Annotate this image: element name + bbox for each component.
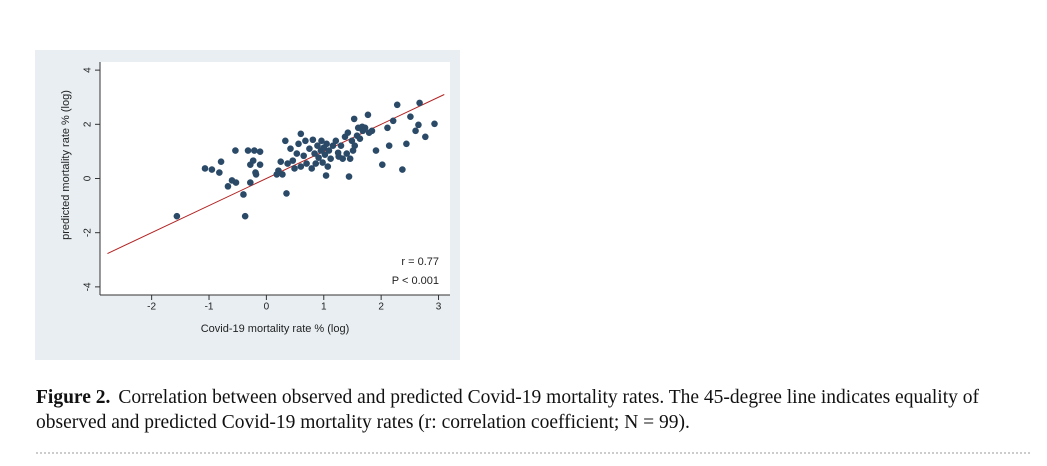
point — [283, 190, 290, 197]
point — [346, 155, 354, 163]
point — [217, 158, 225, 166]
point — [279, 171, 286, 178]
point — [311, 150, 318, 157]
point — [247, 179, 254, 186]
x-tick-label: 2 — [378, 302, 384, 313]
point — [232, 179, 240, 186]
point — [256, 148, 264, 155]
point — [356, 135, 364, 142]
point — [345, 173, 353, 180]
point — [422, 133, 429, 141]
point — [372, 147, 380, 154]
chart: Covid-19 mortality rate % (log) predicte… — [35, 50, 460, 360]
point — [389, 117, 397, 125]
point — [344, 129, 352, 137]
point — [208, 166, 216, 173]
y-tick-label: -4 — [83, 282, 94, 291]
x-tick-label: 0 — [264, 302, 270, 313]
y-tick-label: -2 — [83, 228, 94, 237]
point — [306, 145, 313, 152]
point — [291, 165, 298, 172]
x-tick-label: -1 — [205, 302, 214, 313]
point — [300, 152, 307, 160]
point — [297, 163, 305, 170]
point — [368, 127, 376, 135]
point — [321, 151, 329, 158]
plot-area — [100, 62, 450, 295]
point — [216, 169, 223, 176]
annotation: P < 0.001 — [392, 275, 439, 287]
point — [332, 137, 340, 145]
point — [378, 161, 386, 168]
separator — [36, 452, 1030, 454]
point — [327, 155, 334, 163]
point — [312, 160, 320, 167]
caption-text: Correlation between observed and predict… — [36, 387, 979, 433]
point — [412, 127, 419, 135]
point — [322, 172, 330, 179]
point — [309, 136, 317, 144]
point — [339, 155, 347, 163]
point — [303, 160, 310, 167]
point — [319, 159, 326, 166]
point — [431, 120, 438, 128]
y-tick-label: 2 — [83, 121, 94, 127]
caption-label: Figure 2. — [36, 387, 111, 408]
point — [399, 166, 406, 173]
x-axis-label: Covid-19 mortality rate % (log) — [201, 323, 350, 335]
point — [350, 115, 358, 123]
point — [349, 147, 357, 154]
point — [403, 140, 410, 148]
y-tick-label: 4 — [83, 67, 94, 73]
point — [343, 150, 351, 157]
point — [249, 157, 257, 164]
point — [325, 147, 333, 154]
point — [224, 183, 232, 190]
point — [297, 130, 305, 138]
point — [295, 140, 302, 148]
point — [348, 137, 356, 145]
point — [287, 145, 294, 152]
point — [241, 212, 249, 220]
point — [252, 171, 260, 178]
point — [337, 142, 345, 150]
y-axis-label: predicted mortality rate % (log) — [60, 90, 72, 240]
point — [318, 137, 325, 145]
point — [323, 140, 330, 148]
y-tick-label: 0 — [83, 175, 94, 181]
annotation: r = 0.77 — [401, 256, 439, 268]
x-tick-label: 3 — [436, 302, 442, 313]
point — [244, 147, 252, 154]
x-tick-label: -2 — [147, 302, 156, 313]
point — [308, 165, 316, 172]
point — [361, 124, 369, 132]
point — [277, 158, 285, 166]
point — [329, 142, 337, 150]
point — [314, 142, 321, 150]
point — [289, 157, 297, 164]
point — [251, 147, 258, 154]
point — [393, 101, 401, 109]
point — [302, 137, 309, 145]
point — [284, 160, 291, 167]
point — [240, 191, 247, 198]
point — [232, 147, 239, 154]
point — [256, 161, 264, 168]
x-tick-label: 1 — [321, 302, 327, 313]
point — [201, 165, 209, 172]
point — [315, 154, 322, 161]
point — [384, 124, 391, 132]
caption: Figure 2. Correlation between observed an… — [36, 385, 1026, 435]
point — [293, 150, 301, 157]
point — [415, 121, 422, 129]
point — [385, 142, 393, 150]
point — [324, 163, 332, 170]
point — [282, 137, 289, 145]
point — [173, 212, 181, 220]
point — [416, 99, 423, 107]
point — [407, 113, 414, 121]
point — [364, 111, 372, 119]
